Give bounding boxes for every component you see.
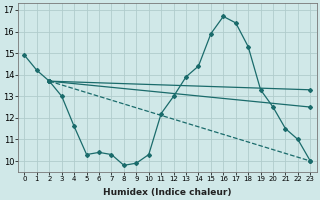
X-axis label: Humidex (Indice chaleur): Humidex (Indice chaleur) <box>103 188 232 197</box>
